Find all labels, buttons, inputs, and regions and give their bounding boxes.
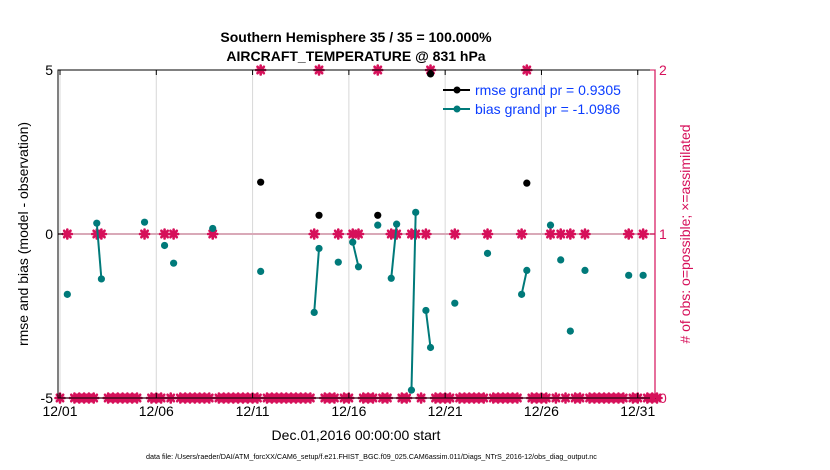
bias-point <box>315 244 323 253</box>
legend-bias-label: bias grand pr = -1.0986 <box>475 101 620 117</box>
x-tick-label: 12/01 <box>42 403 77 419</box>
bias-point <box>483 249 492 257</box>
bias-point <box>625 271 633 279</box>
obs-count-marker <box>158 228 171 240</box>
x-tick-label: 12/31 <box>620 403 655 419</box>
legend-rmse-marker <box>453 86 461 94</box>
bias-point <box>354 263 363 271</box>
obs-count-marker <box>420 228 432 240</box>
obs-count-marker <box>308 228 321 240</box>
y2-axis-label: # of obs: o=possible; ×=assimilated <box>677 124 693 343</box>
obs-count-marker <box>481 228 494 240</box>
obs-count-marker <box>352 228 365 240</box>
bias-point <box>334 258 342 266</box>
obs-count-marker <box>515 228 528 240</box>
bias-line <box>95 223 103 280</box>
bias-point <box>639 271 647 279</box>
axis-ticks: 12/01 12/06 12/11 12/16 12/21 12/26 12/31 -5 0 5 0… <box>41 62 667 419</box>
bias-point <box>374 221 382 229</box>
bias-point <box>422 306 430 315</box>
bias-point <box>63 290 71 298</box>
bias-point <box>209 224 217 233</box>
rmse-point <box>257 178 265 186</box>
bias-line <box>520 270 528 295</box>
bias-point <box>160 241 169 250</box>
bias-point <box>393 220 401 228</box>
y-tick-label: 5 <box>45 62 53 78</box>
chart-title-line2: AIRCRAFT_TEMPERATURE @ 831 hPa <box>226 48 485 64</box>
obs-count-marker <box>622 228 635 240</box>
x-axis-label: Dec.01,2016 00:00:00 start <box>272 427 441 443</box>
obs-count-marker <box>637 228 649 240</box>
bias-point <box>412 208 420 216</box>
obs-count-marker <box>138 228 151 240</box>
data-file-footnote: data file: /Users/raeder/DAI/ATM_forcXX/… <box>146 452 597 461</box>
bias-point <box>546 221 555 229</box>
bias-point <box>451 299 459 307</box>
obs-count-marker <box>579 228 591 240</box>
bias-line <box>410 212 417 391</box>
y2-tick-label: 0 <box>659 390 667 406</box>
rmse-point <box>426 70 435 78</box>
bias-point <box>523 266 531 275</box>
obs-count-marker <box>95 228 108 240</box>
bias-line <box>313 248 321 313</box>
y2-tick-label: 2 <box>659 62 667 78</box>
bias-point <box>518 290 526 298</box>
x-tick-label: 12/11 <box>236 403 270 419</box>
x-tick-label: 12/26 <box>524 403 559 419</box>
legend-rmse-label: rmse grand pr = 0.9305 <box>475 82 621 98</box>
x-tick-label: 12/16 <box>331 403 366 419</box>
y-tick-label: 0 <box>45 226 53 242</box>
bias-point <box>349 238 357 246</box>
legend: rmse grand pr = 0.9305 bias grand pr = -… <box>443 82 621 117</box>
obs-count-marker <box>554 228 567 240</box>
obs-count-marker <box>544 228 557 240</box>
bias-point <box>387 274 395 282</box>
obs-count-marker <box>651 392 663 404</box>
bias-point <box>140 218 149 226</box>
obs-count-marker <box>564 228 577 240</box>
bias-point <box>310 308 318 316</box>
bias-point <box>407 386 416 394</box>
bias-line <box>424 310 432 348</box>
rmse-point <box>315 211 323 219</box>
bias-point <box>170 259 178 267</box>
obs-count-marker <box>206 228 219 240</box>
obs-count-marker <box>448 228 461 240</box>
y2-tick-label: 1 <box>659 226 667 242</box>
bias-line <box>390 224 398 279</box>
bias-point <box>566 327 574 335</box>
y-axis-label: rmse and bias (model - observation) <box>15 122 31 346</box>
obs-count-marker <box>61 228 74 240</box>
obs-count-marker <box>332 228 345 240</box>
bias-point <box>257 267 265 275</box>
chart-title-line1: Southern Hemisphere 35 / 35 = 100.000% <box>220 29 492 45</box>
y-tick-label: -5 <box>41 390 54 406</box>
rmse-point <box>374 211 382 219</box>
bias-point <box>97 275 106 283</box>
bias-point <box>426 343 435 352</box>
legend-bias-marker <box>453 105 461 113</box>
bias-point <box>557 256 565 264</box>
rmse-point <box>523 179 531 187</box>
bias-point <box>93 219 101 227</box>
x-tick-label: 12/21 <box>428 403 463 419</box>
bias-point <box>581 266 589 275</box>
x-tick-label: 12/06 <box>139 403 174 419</box>
bias-line <box>351 241 360 268</box>
obs-count-marker <box>167 228 180 240</box>
